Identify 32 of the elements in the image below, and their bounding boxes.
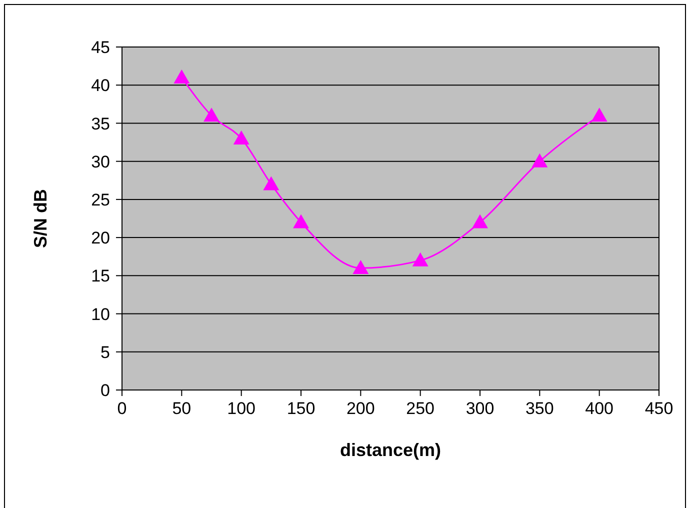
point (532, 153, 548, 168)
y-tick-label: 30 (91, 152, 110, 172)
x-tick-label: 250 (406, 399, 435, 418)
x-tick-label: 100 (227, 399, 256, 418)
y-tick-label: 45 (91, 38, 110, 58)
point (204, 108, 220, 122)
y-tick-label: 5 (100, 342, 110, 362)
y-tick-label: 35 (91, 114, 110, 134)
y-tick-label: 40 (91, 76, 110, 96)
x-axis-title: distance(m) (340, 440, 442, 460)
x-tick-label: 450 (644, 399, 674, 418)
point (233, 130, 250, 144)
y-tick-label: 15 (91, 266, 110, 286)
y-tick-label: 10 (91, 304, 110, 324)
point (472, 214, 488, 228)
x-tick-label: 150 (286, 399, 316, 418)
point (352, 260, 369, 274)
x-tick-label: 0 (117, 399, 127, 418)
x-tick-label: 300 (466, 399, 494, 418)
x-tick-label: 200 (346, 399, 375, 418)
point (293, 214, 309, 228)
y-tick-label: 0 (100, 381, 110, 400)
x-tick-label: 350 (525, 399, 554, 418)
y-axis-title: S/N dB (30, 188, 50, 248)
y-tick-label: 20 (91, 228, 110, 248)
point (263, 176, 280, 190)
y-tick-label: 25 (91, 190, 110, 210)
point (174, 69, 190, 84)
point (412, 252, 428, 266)
x-tick-label: 50 (172, 399, 192, 418)
x-tick-label: 400 (585, 399, 614, 418)
point (591, 108, 608, 122)
